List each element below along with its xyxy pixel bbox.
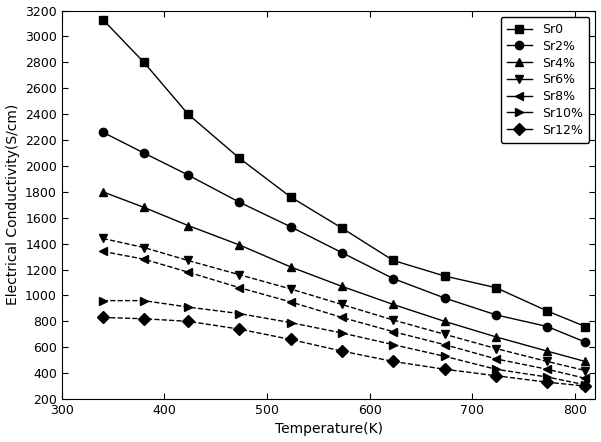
Sr2% xyxy=(99,130,106,135)
Sr0 xyxy=(99,17,106,22)
Sr12% xyxy=(185,319,192,324)
Sr8% xyxy=(338,315,346,320)
Sr6% xyxy=(99,236,106,241)
Sr12% xyxy=(99,315,106,320)
Sr0 xyxy=(582,324,589,329)
Sr4% xyxy=(236,242,243,248)
Sr10% xyxy=(389,342,397,347)
Sr8% xyxy=(544,366,551,372)
Sr2% xyxy=(544,324,551,329)
X-axis label: Temperature(K): Temperature(K) xyxy=(275,423,383,436)
Sr6% xyxy=(236,272,243,278)
Sr8% xyxy=(582,376,589,381)
Sr0 xyxy=(544,309,551,314)
Sr10% xyxy=(140,298,147,303)
Sr12% xyxy=(582,383,589,389)
Sr2% xyxy=(389,276,397,281)
Sr8% xyxy=(287,299,294,305)
Sr0 xyxy=(185,111,192,117)
Line: Sr8%: Sr8% xyxy=(99,247,590,382)
Y-axis label: Electrical Conductivity(S/cm): Electrical Conductivity(S/cm) xyxy=(5,104,20,305)
Sr12% xyxy=(544,380,551,385)
Sr0 xyxy=(140,60,147,65)
Sr4% xyxy=(441,319,448,324)
Sr6% xyxy=(389,317,397,323)
Sr8% xyxy=(236,285,243,290)
Sr6% xyxy=(140,245,147,250)
Sr12% xyxy=(287,337,294,342)
Line: Sr2%: Sr2% xyxy=(99,128,590,346)
Sr4% xyxy=(185,223,192,228)
Line: Sr12%: Sr12% xyxy=(99,313,590,390)
Line: Sr0: Sr0 xyxy=(99,15,590,331)
Sr6% xyxy=(287,286,294,292)
Sr8% xyxy=(140,256,147,262)
Sr6% xyxy=(338,302,346,307)
Sr12% xyxy=(492,373,499,378)
Sr12% xyxy=(338,348,346,354)
Sr6% xyxy=(185,258,192,263)
Sr4% xyxy=(544,348,551,354)
Sr2% xyxy=(140,150,147,156)
Sr10% xyxy=(185,305,192,310)
Sr6% xyxy=(492,346,499,351)
Sr2% xyxy=(492,312,499,317)
Sr0 xyxy=(287,194,294,200)
Sr6% xyxy=(441,332,448,337)
Sr2% xyxy=(338,250,346,255)
Sr0 xyxy=(389,258,397,263)
Sr4% xyxy=(99,189,106,194)
Sr10% xyxy=(236,311,243,316)
Sr0 xyxy=(441,273,448,278)
Line: Sr4%: Sr4% xyxy=(99,188,590,366)
Sr2% xyxy=(582,339,589,345)
Sr4% xyxy=(389,302,397,307)
Sr2% xyxy=(236,199,243,205)
Sr4% xyxy=(338,284,346,289)
Sr10% xyxy=(544,374,551,380)
Sr0 xyxy=(492,285,499,290)
Sr2% xyxy=(185,172,192,178)
Sr10% xyxy=(99,298,106,303)
Sr2% xyxy=(441,295,448,301)
Sr12% xyxy=(140,316,147,321)
Sr8% xyxy=(99,249,106,254)
Sr10% xyxy=(582,382,589,388)
Sr8% xyxy=(492,356,499,362)
Sr4% xyxy=(492,334,499,339)
Sr12% xyxy=(389,359,397,364)
Sr4% xyxy=(140,205,147,210)
Legend: Sr0, Sr2%, Sr4%, Sr6%, Sr8%, Sr10%, Sr12%: Sr0, Sr2%, Sr4%, Sr6%, Sr8%, Sr10%, Sr12… xyxy=(501,17,589,143)
Line: Sr6%: Sr6% xyxy=(99,234,590,375)
Sr0 xyxy=(236,156,243,161)
Sr2% xyxy=(287,224,294,229)
Sr10% xyxy=(492,366,499,372)
Sr4% xyxy=(582,359,589,364)
Sr12% xyxy=(441,366,448,372)
Sr6% xyxy=(544,359,551,364)
Sr6% xyxy=(582,368,589,373)
Sr8% xyxy=(185,270,192,275)
Sr12% xyxy=(236,327,243,332)
Sr0 xyxy=(338,225,346,231)
Line: Sr10%: Sr10% xyxy=(99,297,590,389)
Sr10% xyxy=(338,330,346,335)
Sr4% xyxy=(287,264,294,270)
Sr8% xyxy=(441,342,448,347)
Sr8% xyxy=(389,329,397,334)
Sr10% xyxy=(441,354,448,359)
Sr10% xyxy=(287,320,294,325)
